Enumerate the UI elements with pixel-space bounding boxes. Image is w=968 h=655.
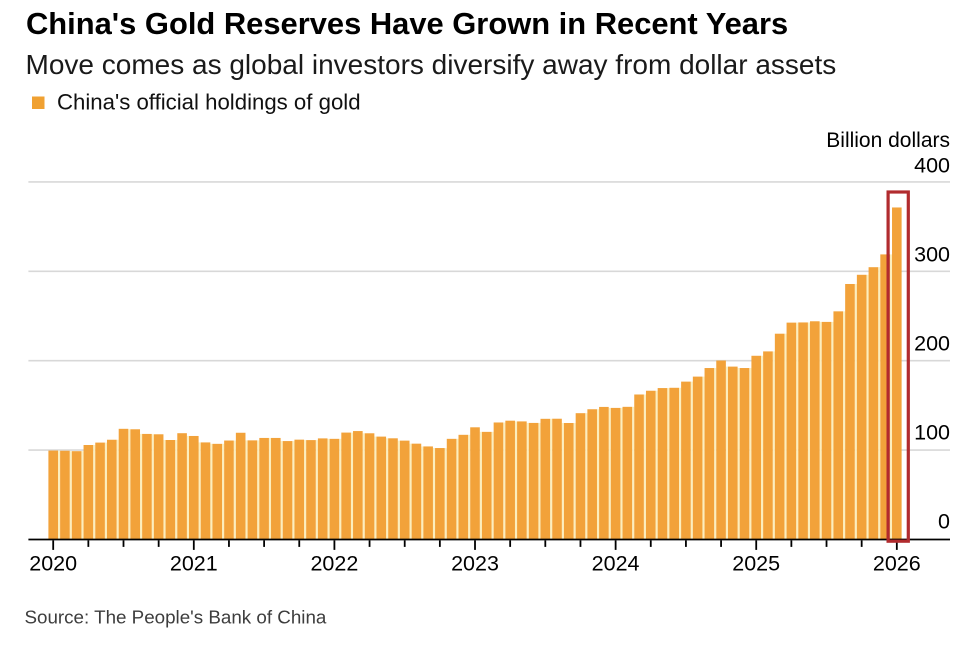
svg-text:2026: 2026 — [873, 552, 921, 576]
svg-text:2020: 2020 — [29, 552, 77, 576]
svg-text:China's official holdings of g: China's official holdings of gold — [57, 90, 361, 115]
svg-text:2024: 2024 — [592, 552, 640, 576]
svg-text:100: 100 — [914, 421, 950, 445]
svg-text:Source: The People's Bank of C: Source: The People's Bank of China — [25, 607, 327, 628]
svg-text:2025: 2025 — [732, 552, 780, 576]
svg-text:200: 200 — [914, 332, 950, 356]
svg-text:400: 400 — [914, 154, 950, 178]
svg-text:China's Gold Reserves Have Gro: China's Gold Reserves Have Grown in Rece… — [26, 6, 788, 41]
svg-text:0: 0 — [938, 510, 950, 534]
svg-text:Move comes as global investors: Move comes as global investors diversify… — [26, 49, 837, 80]
svg-text:2022: 2022 — [310, 552, 358, 576]
svg-text:Billion dollars: Billion dollars — [826, 129, 950, 152]
svg-text:2023: 2023 — [451, 552, 499, 576]
svg-text:2021: 2021 — [170, 552, 218, 576]
svg-text:300: 300 — [914, 243, 950, 267]
